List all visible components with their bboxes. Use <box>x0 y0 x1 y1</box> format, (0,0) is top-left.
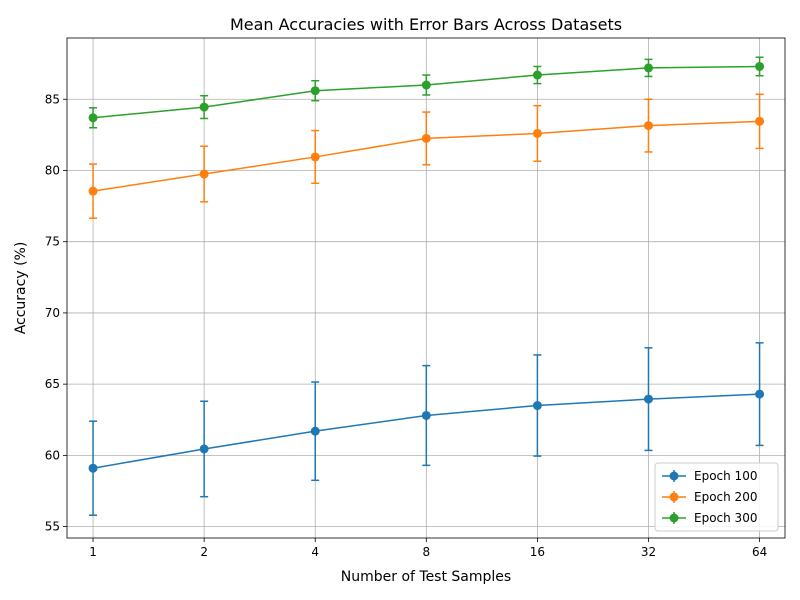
y-tick-label: 85 <box>45 92 60 106</box>
data-point <box>199 102 209 112</box>
y-tick-label: 55 <box>45 520 60 534</box>
series-3 <box>88 56 765 129</box>
legend-marker <box>669 492 679 502</box>
y-tick-label: 75 <box>45 235 60 249</box>
x-tick-label: 2 <box>200 545 208 559</box>
legend-marker <box>669 471 679 481</box>
data-point <box>532 128 542 138</box>
legend-marker <box>669 513 679 523</box>
ticks: 1 2 4 8 16 32 64 55 60 65 70 75 80 85 <box>45 92 768 559</box>
data-point <box>421 133 431 143</box>
data-point <box>88 113 98 123</box>
data-point <box>88 186 98 196</box>
legend-box <box>654 462 779 532</box>
data-point <box>421 80 431 90</box>
data-point <box>199 444 209 454</box>
legend-entry: Epoch 300 <box>662 511 757 525</box>
data-point <box>88 463 98 473</box>
legend: Epoch 100 Epoch 200 Epoch 300 <box>654 462 779 532</box>
data-point <box>755 61 765 71</box>
data-point <box>199 169 209 179</box>
x-tick-label: 8 <box>422 545 430 559</box>
data-point <box>643 63 653 73</box>
x-tick-label: 1 <box>89 545 97 559</box>
y-tick-label: 60 <box>45 448 60 462</box>
x-tick-label: 16 <box>530 545 545 559</box>
data-point <box>310 86 320 96</box>
chart-title: Mean Accuracies with Error Bars Across D… <box>230 15 622 34</box>
y-axis-label: Accuracy (%) <box>13 242 29 335</box>
legend-label: Epoch 300 <box>694 511 757 525</box>
data-point <box>643 394 653 404</box>
series-1 <box>88 342 765 516</box>
data-point <box>421 410 431 420</box>
y-tick-label: 80 <box>45 163 60 177</box>
legend-entry: Epoch 100 <box>662 469 757 483</box>
data-point <box>532 401 542 411</box>
y-tick-label: 65 <box>45 377 60 391</box>
data-point <box>755 389 765 399</box>
legend-label: Epoch 100 <box>694 469 757 483</box>
series-layer <box>88 56 765 516</box>
data-point <box>310 152 320 162</box>
x-tick-label: 64 <box>752 545 767 559</box>
data-point <box>643 121 653 131</box>
x-axis-label: Number of Test Samples <box>341 569 511 585</box>
series-2 <box>88 93 765 219</box>
data-point <box>755 116 765 126</box>
x-tick-label: 32 <box>641 545 656 559</box>
y-tick-label: 70 <box>45 306 60 320</box>
data-point <box>310 426 320 436</box>
legend-entry: Epoch 200 <box>662 490 757 504</box>
legend-label: Epoch 200 <box>694 490 757 504</box>
data-point <box>532 70 542 80</box>
x-tick-label: 4 <box>311 545 319 559</box>
